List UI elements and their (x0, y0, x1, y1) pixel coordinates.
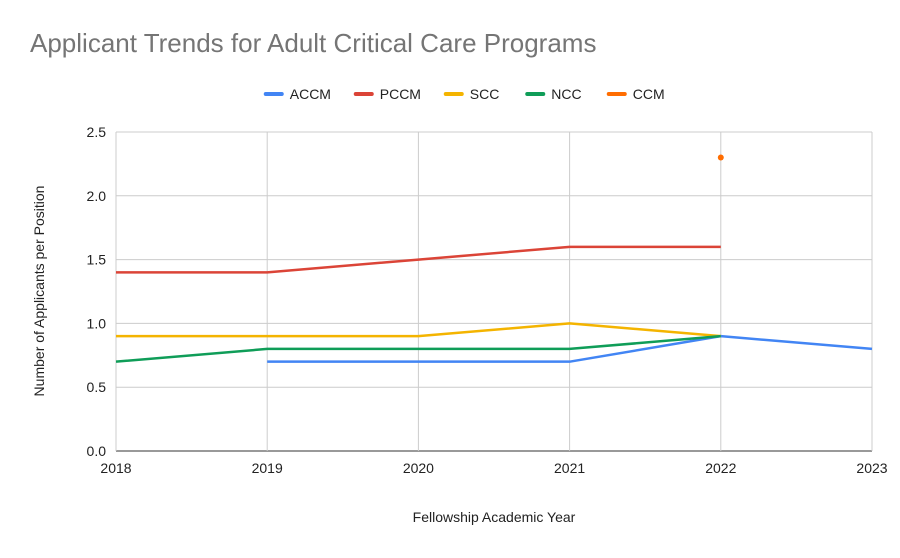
series-line-scc (116, 322, 721, 338)
legend-label-pccm: PCCM (380, 86, 421, 102)
x-tick-label: 2020 (403, 460, 434, 476)
legend-label-accm: ACCM (290, 86, 331, 102)
series-line-pccm (116, 245, 721, 274)
y-tick-label: 2.0 (87, 188, 107, 204)
y-axis-title: Number of Applicants per Position (31, 186, 47, 397)
y-tick-label: 2.5 (87, 124, 107, 140)
series-line-ncc (115, 334, 721, 363)
x-tick-label: 2022 (705, 460, 736, 476)
series-line-accm (267, 334, 873, 363)
legend-label-scc: SCC (470, 86, 500, 102)
legend-label-ncc: NCC (551, 86, 581, 102)
y-tick-label: 0.5 (87, 379, 107, 395)
x-axis-title: Fellowship Academic Year (413, 509, 576, 525)
series-lines (115, 154, 873, 363)
x-tick-label: 2023 (856, 460, 887, 476)
y-tick-label: 0.0 (87, 443, 107, 459)
chart-title: Applicant Trends for Adult Critical Care… (30, 28, 597, 58)
x-tick-label: 2019 (252, 460, 283, 476)
x-tick-label: 2021 (554, 460, 585, 476)
y-tick-label: 1.0 (87, 315, 107, 331)
legend-label-ccm: CCM (633, 86, 665, 102)
y-tick-label: 1.5 (87, 252, 107, 268)
series-point-ccm (717, 154, 724, 161)
grid-lines (115, 131, 873, 452)
legend: ACCM PCCM SCC NCC CCM (263, 86, 665, 102)
x-axis-ticks: 2018 2019 2020 2021 2022 2023 (100, 460, 887, 476)
x-tick-label: 2018 (100, 460, 131, 476)
y-axis-ticks: 0.0 0.5 1.0 1.5 2.0 2.5 (87, 124, 107, 459)
